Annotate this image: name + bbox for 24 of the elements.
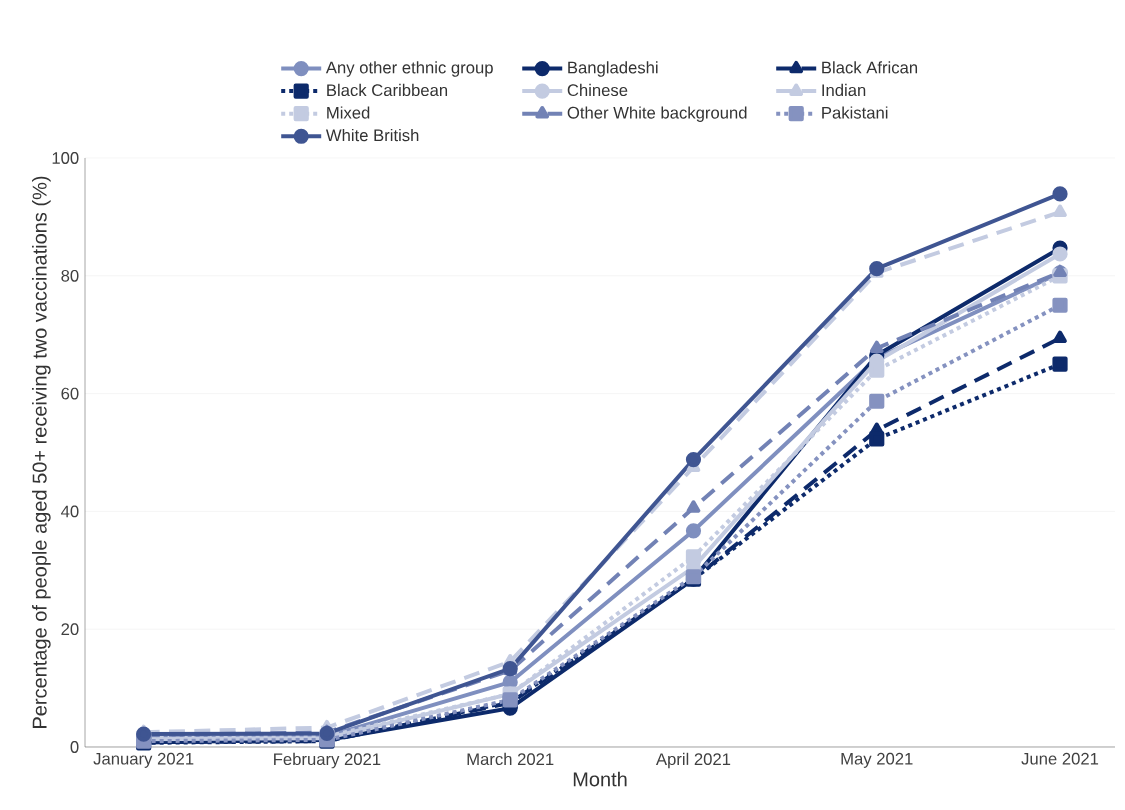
x-tick-label: June 2021 [1021,752,1099,765]
legend-label: Indian [822,83,866,97]
legend-label: Any other ethnic group [325,61,493,77]
x-tick-label: March 2021 [467,752,554,766]
legend-label: Mixed [327,106,370,119]
legend-label: White British [325,128,419,142]
y-tick-label: 20 [61,623,79,636]
y-axis-title: Percentage of people aged 50+ receiving two vaccinations (%) [32,176,51,728]
x-tick-label: May 2021 [841,752,913,768]
y-tick-label: 60 [61,387,79,400]
legend-label: Chinese [567,83,628,97]
legend-label: Pakistani [822,106,888,119]
y-tick-label: 0 [70,741,79,753]
legend-label: Bangladeshi [568,61,658,77]
x-tick-label: April 2021 [655,752,731,769]
x-tick-label: January 2021 [93,752,194,768]
y-tick-label: 40 [61,505,79,518]
y-tick-label: 100 [52,152,79,164]
y-tick-label: 80 [61,269,79,282]
legend-label: Other White background [567,106,747,122]
x-tick-label: February 2021 [274,752,381,769]
legend-label: Black African [822,61,918,74]
x-axis-title: Month [573,771,627,787]
legend-label: Black Caribbean [327,83,448,97]
